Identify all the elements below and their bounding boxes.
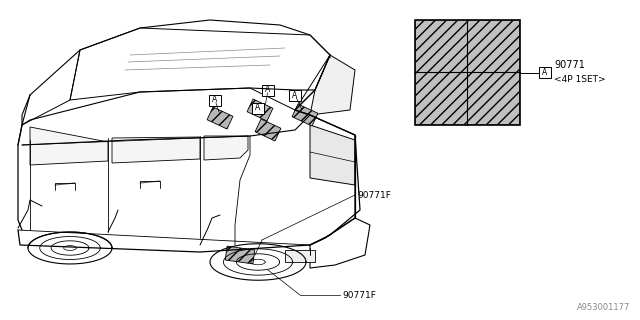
FancyBboxPatch shape: [252, 102, 264, 114]
Polygon shape: [112, 137, 200, 163]
Bar: [415, 20, 520, 125]
Text: A: A: [542, 68, 548, 77]
Bar: [467, 72, 519, 124]
FancyBboxPatch shape: [289, 90, 301, 100]
Text: 90771F: 90771F: [342, 291, 376, 300]
Text: A: A: [266, 85, 271, 94]
Polygon shape: [204, 136, 248, 160]
Text: A: A: [292, 91, 298, 100]
Polygon shape: [285, 250, 315, 262]
Text: 90771F: 90771F: [357, 190, 391, 199]
Polygon shape: [310, 218, 370, 268]
Polygon shape: [310, 55, 355, 115]
Bar: [415, 72, 467, 124]
Text: A953001177: A953001177: [577, 303, 630, 312]
Text: <4P 1SET>: <4P 1SET>: [554, 75, 605, 84]
Polygon shape: [292, 104, 318, 126]
FancyBboxPatch shape: [209, 94, 221, 106]
Polygon shape: [30, 127, 108, 165]
FancyBboxPatch shape: [262, 84, 274, 95]
Text: A: A: [212, 95, 218, 105]
Bar: [415, 20, 467, 72]
Polygon shape: [247, 99, 273, 121]
Polygon shape: [310, 125, 355, 185]
Polygon shape: [70, 28, 330, 110]
Polygon shape: [255, 119, 281, 141]
Text: A: A: [255, 103, 260, 113]
Polygon shape: [225, 246, 255, 264]
Text: 90771: 90771: [554, 60, 585, 70]
Polygon shape: [207, 107, 233, 129]
Bar: [467, 20, 519, 72]
FancyBboxPatch shape: [539, 67, 551, 78]
